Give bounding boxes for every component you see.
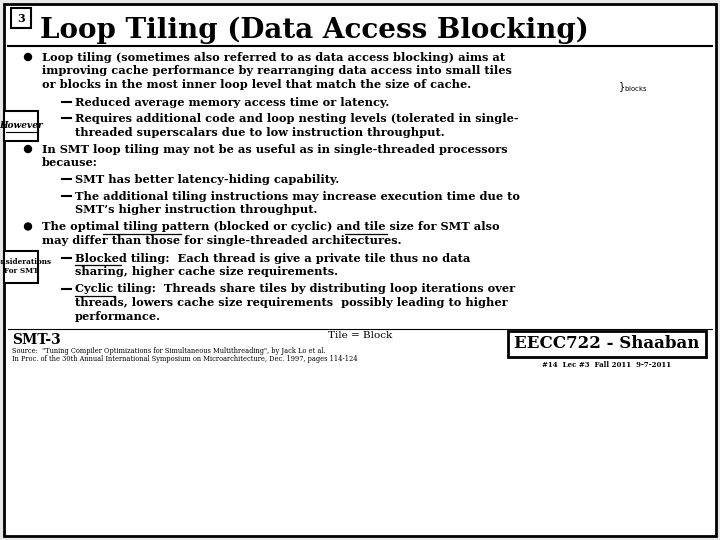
Bar [4, 111, 38, 141]
Circle shape [24, 53, 32, 60]
Text: Loop Tiling (Data Access Blocking): Loop Tiling (Data Access Blocking) [40, 16, 589, 44]
Text: may differ than those for single-threaded architectures.: may differ than those for single-threade… [42, 235, 402, 246]
Text: Tile = Block: Tile = Block [328, 331, 392, 340]
Text: threaded superscalars due to low instruction throughput.: threaded superscalars due to low instruc… [75, 126, 445, 138]
Text: In SMT loop tiling may not be as useful as in single-threaded processors: In SMT loop tiling may not be as useful … [42, 144, 508, 155]
Text: or blocks in the most inner loop level that match the size of cache.: or blocks in the most inner loop level t… [42, 79, 471, 90]
Text: 3: 3 [17, 12, 25, 24]
Text: Requires additional code and loop nesting levels (tolerated in single-: Requires additional code and loop nestin… [75, 113, 518, 124]
Bar [508, 331, 706, 357]
Text: because:: because: [42, 158, 98, 168]
Text: The additional tiling instructions may increase execution time due to: The additional tiling instructions may i… [75, 191, 520, 201]
Bar [11, 8, 31, 28]
Circle shape [24, 145, 32, 152]
Text: EECC722 - Shaaban: EECC722 - Shaaban [514, 335, 700, 353]
Text: SMT has better latency-hiding capability.: SMT has better latency-hiding capability… [75, 174, 339, 185]
Bar [4, 251, 38, 282]
Text: threads, lowers cache size requirements  possibly leading to higher: threads, lowers cache size requirements … [75, 297, 508, 308]
Text: performance.: performance. [75, 310, 161, 321]
Text: #14  Lec #3  Fall 2011  9-7-2011: #14 Lec #3 Fall 2011 9-7-2011 [542, 361, 672, 369]
Text: Source:  "Tuning Compiler Optimizations for Simultaneous Multithreading", by Jac: Source: "Tuning Compiler Optimizations f… [12, 347, 325, 355]
Text: SMT-3: SMT-3 [12, 333, 60, 347]
Circle shape [24, 223, 32, 230]
Text: In Proc. of the 30th Annual International Symposium on Microarchitecture, Dec. 1: In Proc. of the 30th Annual Internationa… [12, 355, 358, 363]
Text: SMT’s higher instruction throughput.: SMT’s higher instruction throughput. [75, 204, 318, 215]
Text: $\mathsf{\}_{blocks}}$: $\mathsf{\}_{blocks}}$ [618, 80, 647, 94]
Text: Considerations
For SMT: Considerations For SMT [0, 258, 52, 275]
Text: Cyclic tiling:  Threads share tiles by distributing loop iterations over: Cyclic tiling: Threads share tiles by di… [75, 284, 515, 294]
Text: Blocked tiling:  Each thread is give a private tile thus no data: Blocked tiling: Each thread is give a pr… [75, 253, 470, 264]
Text: Reduced average memory access time or latency.: Reduced average memory access time or la… [75, 97, 390, 107]
Text: The optimal tiling pattern (blocked or cyclic) and tile size for SMT also: The optimal tiling pattern (blocked or c… [42, 221, 500, 233]
Text: Loop tiling (sometimes also referred to as data access blocking) aims at: Loop tiling (sometimes also referred to … [42, 52, 505, 63]
Text: improving cache performance by rearranging data access into small tiles: improving cache performance by rearrangi… [42, 65, 512, 77]
Text: sharing, higher cache size requirements.: sharing, higher cache size requirements. [75, 266, 338, 277]
Text: However: However [0, 122, 43, 131]
